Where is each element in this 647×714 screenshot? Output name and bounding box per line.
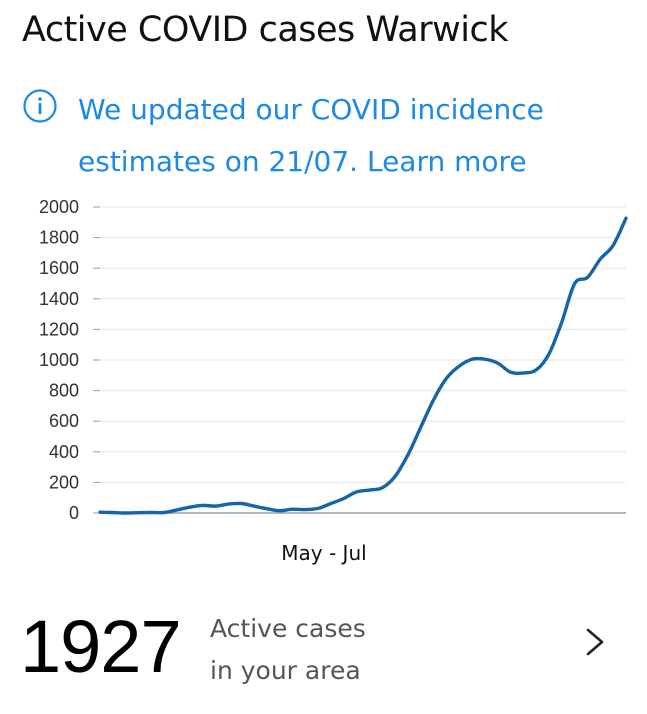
active-cases-label: Active cases in your area <box>210 608 470 692</box>
active-cases-label-line1: Active cases <box>210 614 366 643</box>
chart-series <box>98 216 628 515</box>
active-cases-label-line2: in your area <box>210 656 361 685</box>
active-cases-summary[interactable]: 1927 Active cases in your area <box>0 600 647 700</box>
y-tick-label: 2000 <box>39 197 79 217</box>
chevron-right-icon[interactable] <box>580 622 610 662</box>
y-tick-label: 0 <box>69 503 79 523</box>
active-cases-line <box>98 216 628 515</box>
y-tick-label: 1200 <box>39 319 79 339</box>
y-tick-label: 1400 <box>39 289 79 309</box>
x-axis-label: May - Jul <box>281 541 366 565</box>
y-tick-label: 1800 <box>39 228 79 248</box>
y-axis: 0 200 400 600 800 1000 1200 1400 1600 1800 2000 <box>39 197 100 523</box>
y-tick-label: 800 <box>49 381 79 401</box>
active-cases-chart: 0 200 400 600 800 1000 1200 1400 1600 1800 2000 Ma… <box>0 190 647 580</box>
chart-grid <box>100 206 626 514</box>
y-tick-label: 200 <box>49 472 79 492</box>
y-tick-label: 600 <box>49 411 79 431</box>
y-tick-label: 1600 <box>39 258 79 278</box>
info-icon <box>23 89 57 123</box>
learn-more-link[interactable]: Learn more <box>366 145 527 178</box>
notice-message: We updated our COVID incidence estimates… <box>78 93 544 178</box>
notice-text: We updated our COVID incidence estimates… <box>78 84 633 188</box>
y-tick-label: 400 <box>49 442 79 462</box>
active-cases-count: 1927 <box>20 605 182 688</box>
page-title: Active COVID cases Warwick <box>22 10 509 50</box>
chart-svg: 0 200 400 600 800 1000 1200 1400 1600 1800 2000 Ma… <box>39 197 628 565</box>
y-tick-label: 1000 <box>39 350 79 370</box>
